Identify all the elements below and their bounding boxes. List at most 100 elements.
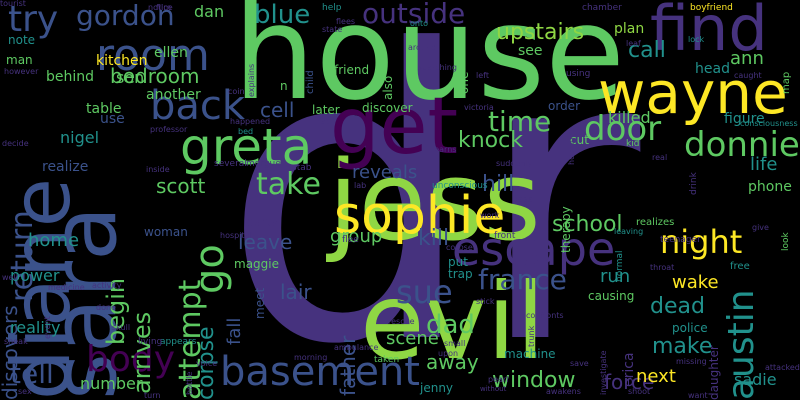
word: killed — [608, 108, 651, 127]
word: coin — [228, 87, 245, 96]
word: cell — [260, 98, 295, 122]
word: table — [86, 101, 122, 117]
word: use — [100, 111, 125, 127]
word: ellen — [154, 45, 188, 61]
word: free — [730, 261, 750, 272]
word: discover — [362, 101, 413, 115]
word: n — [280, 79, 288, 93]
word: several — [214, 159, 247, 169]
word: door — [584, 109, 662, 149]
word: dead — [650, 294, 705, 319]
word: boyfriend — [690, 3, 733, 13]
word: lab — [354, 181, 367, 190]
word: trunk — [527, 325, 536, 347]
word: activity — [92, 281, 122, 290]
word: make — [652, 334, 713, 359]
word: hill — [482, 172, 515, 197]
word: professor — [150, 125, 188, 134]
word: unconscious — [432, 181, 488, 191]
word: jess — [328, 137, 541, 265]
word: police — [672, 321, 708, 335]
word: bed — [238, 127, 254, 136]
word: using — [566, 69, 591, 79]
word: another — [146, 87, 201, 103]
word: however — [4, 67, 39, 76]
word: sue — [396, 273, 453, 311]
word: knock — [458, 128, 523, 153]
word: state — [322, 25, 343, 34]
word: flee — [342, 235, 359, 245]
word: work — [480, 211, 500, 220]
word: nigel — [60, 128, 100, 147]
word: leaving — [614, 227, 644, 236]
word: next — [636, 366, 676, 387]
word: upon — [438, 349, 459, 358]
word: fat — [318, 117, 329, 126]
word: consciousness — [740, 119, 798, 128]
word: teenager — [660, 235, 701, 245]
word: bottle — [185, 371, 194, 395]
word: caught — [734, 71, 762, 80]
word: scott — [156, 174, 206, 198]
word: one — [457, 71, 471, 94]
word: france — [478, 263, 567, 296]
word: kitchen — [96, 53, 148, 69]
word: normal — [615, 250, 625, 282]
word: causing — [588, 289, 635, 303]
word: escape — [452, 222, 616, 276]
word: lair — [280, 280, 312, 304]
word: meet — [253, 287, 267, 319]
word: school — [552, 212, 623, 237]
word: leaf — [626, 39, 641, 48]
word: home — [28, 230, 80, 251]
word: searching — [418, 63, 457, 72]
word: victoria — [464, 103, 494, 112]
word: chamber — [582, 3, 622, 13]
word: order — [548, 99, 580, 113]
word: skull — [112, 323, 131, 332]
word: maggie — [234, 257, 279, 271]
word: daughter — [707, 345, 721, 400]
word: give — [752, 223, 769, 232]
word: leave — [238, 230, 293, 254]
word: blue — [254, 0, 311, 30]
word: call — [628, 38, 666, 63]
word: pearl — [488, 375, 509, 384]
word: kid — [626, 139, 640, 149]
word: event — [43, 316, 52, 339]
word: behind — [46, 69, 95, 85]
word: well — [2, 273, 18, 282]
word: son — [116, 68, 145, 87]
word: time — [488, 105, 552, 138]
word: save — [570, 359, 589, 368]
word: outside — [362, 0, 466, 30]
word: look — [781, 232, 791, 251]
word: left — [476, 71, 489, 80]
word: suddenly — [496, 159, 533, 168]
word: corpse — [446, 243, 473, 252]
word: tell — [10, 357, 54, 390]
word: shoot — [628, 387, 651, 396]
word: reveals — [352, 162, 418, 183]
word: therapy — [559, 206, 573, 253]
word: party — [246, 215, 278, 229]
word: missing — [676, 357, 707, 366]
word: evil — [360, 261, 546, 383]
word: hoping — [567, 137, 576, 165]
word: power — [10, 266, 60, 285]
word: back — [150, 83, 246, 129]
word: pass — [512, 195, 533, 205]
word: inside — [146, 165, 170, 174]
word: want — [688, 391, 708, 400]
word: investigate — [599, 350, 608, 395]
word: phone — [748, 179, 792, 195]
word: put — [448, 255, 468, 269]
word: happened — [230, 117, 271, 126]
word: man — [6, 53, 33, 67]
word: return — [5, 210, 40, 302]
word: later — [312, 103, 340, 117]
word: friend — [334, 63, 370, 77]
word: without — [480, 385, 507, 393]
word: realizes — [636, 217, 675, 228]
